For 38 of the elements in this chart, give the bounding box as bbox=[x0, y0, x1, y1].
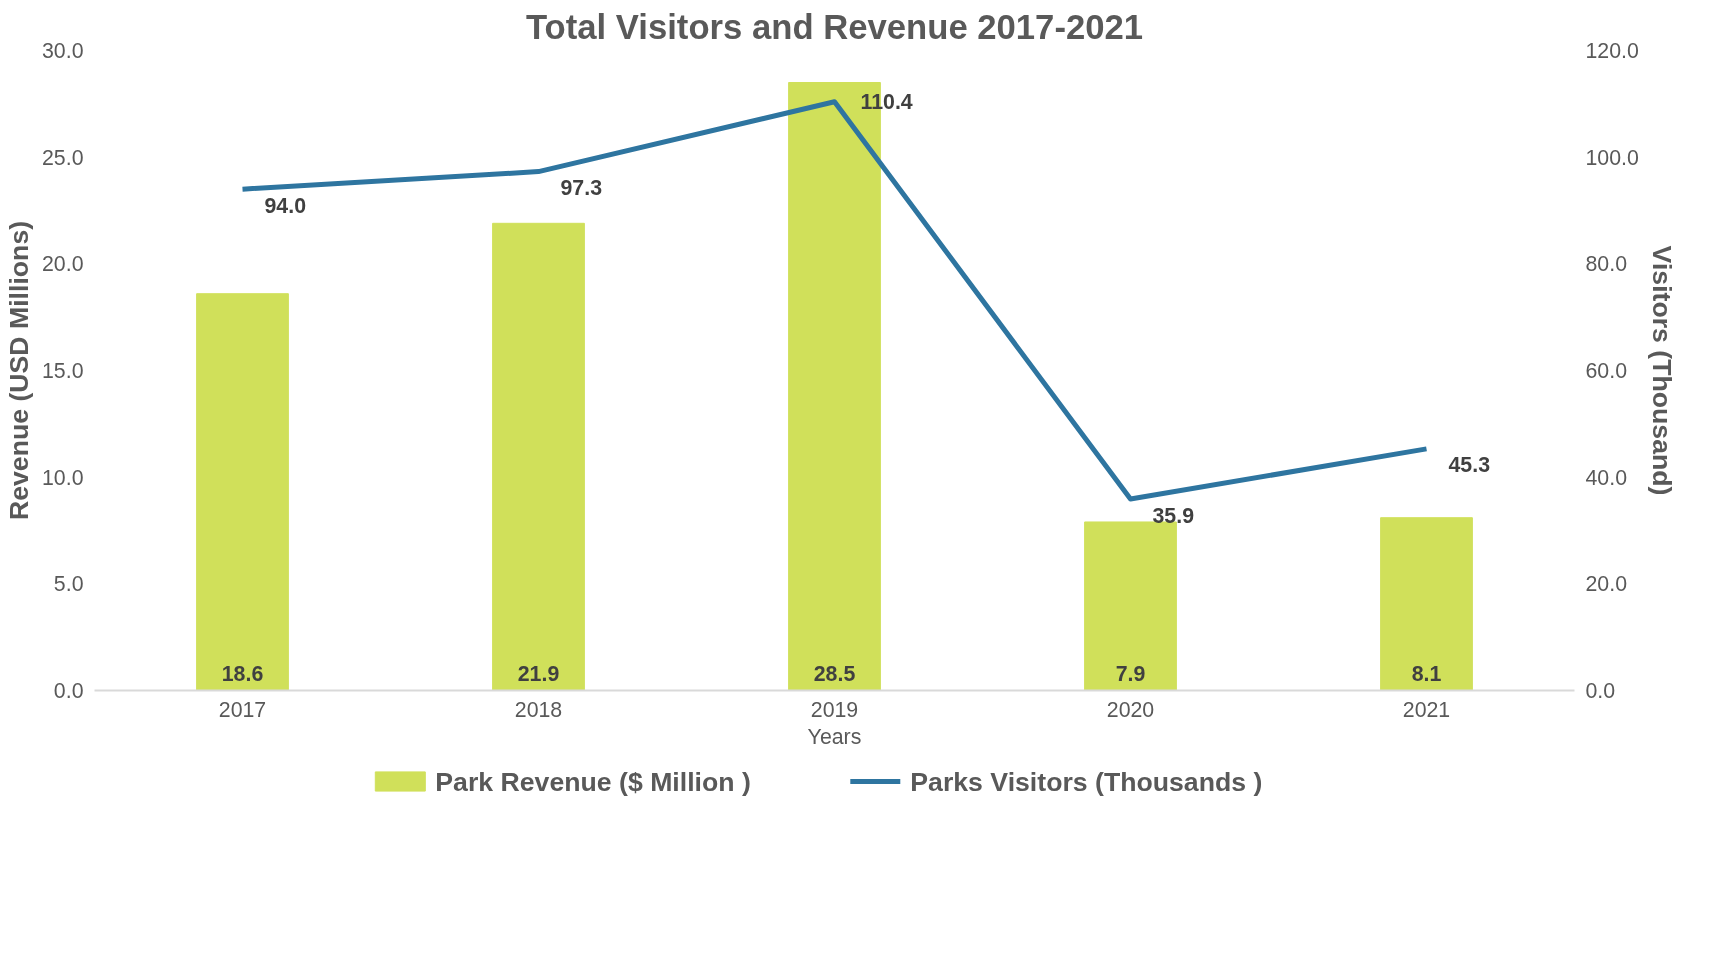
x-tick-label: 2020 bbox=[1106, 697, 1155, 722]
y2-tick-label: 20.0 bbox=[1585, 572, 1628, 597]
bar bbox=[492, 222, 585, 691]
y-tick-label: 5.0 bbox=[53, 572, 84, 597]
legend-label: Park Revenue ($ Million ) bbox=[435, 766, 751, 797]
x-tick-label: 2021 bbox=[1402, 697, 1451, 722]
bar bbox=[1084, 521, 1177, 691]
y-tick-label: 20.0 bbox=[41, 252, 84, 277]
y-tick-label: 10.0 bbox=[41, 465, 84, 490]
bar bbox=[1380, 517, 1473, 691]
data-label: 28.5 bbox=[813, 661, 856, 686]
data-label: 21.9 bbox=[517, 661, 560, 686]
legend-label: Parks Visitors (Thousands ) bbox=[910, 766, 1263, 797]
x-tick-label: 2018 bbox=[514, 697, 563, 722]
data-label: 18.6 bbox=[221, 661, 264, 686]
data-label: 35.9 bbox=[1152, 503, 1195, 528]
y2-tick-label: 40.0 bbox=[1585, 465, 1628, 490]
chart-title: Total Visitors and Revenue 2017-2021 bbox=[525, 7, 1144, 46]
y-axis-title: Revenue (USD Millions) bbox=[3, 220, 34, 521]
y2-tick-label: 60.0 bbox=[1585, 359, 1628, 383]
data-label: 94.0 bbox=[264, 193, 307, 218]
y2-tick-label: 120.0 bbox=[1585, 39, 1640, 63]
bar bbox=[196, 293, 289, 691]
y-tick-label: 0.0 bbox=[53, 679, 84, 703]
y-tick-label: 30.0 bbox=[41, 39, 84, 63]
x-tick-label: 2019 bbox=[810, 697, 859, 722]
x-tick-label: 2017 bbox=[218, 697, 267, 722]
y2-tick-label: 80.0 bbox=[1585, 252, 1628, 277]
y2-axis-title: Visitors (Thousand) bbox=[1646, 245, 1677, 496]
data-label: 45.3 bbox=[1448, 453, 1491, 478]
y-tick-label: 15.0 bbox=[41, 359, 84, 383]
y2-tick-label: 100.0 bbox=[1585, 145, 1640, 170]
data-label: 7.9 bbox=[1115, 661, 1146, 686]
x-axis-title: Years bbox=[807, 724, 862, 749]
y-tick-label: 25.0 bbox=[41, 145, 84, 170]
y2-tick-label: 0.0 bbox=[1585, 679, 1616, 703]
data-label: 97.3 bbox=[560, 176, 603, 201]
data-label: 8.1 bbox=[1411, 661, 1442, 686]
